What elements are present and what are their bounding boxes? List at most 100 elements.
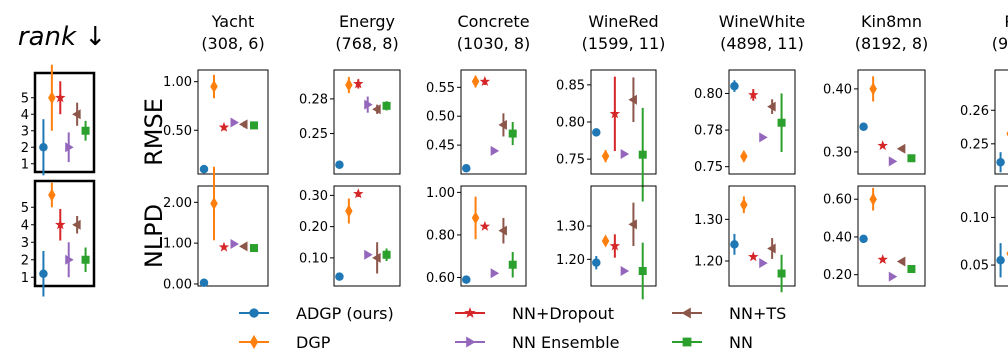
winewhite-rmse-point-4: [767, 101, 776, 112]
energy-nlpd-point-1: [345, 204, 353, 218]
winewhite-rmse-ytick-label: 0.80: [694, 87, 723, 102]
legend-label: NN+TS: [729, 304, 786, 323]
panel-concrete-rmse: 0.45 0.50 0.55: [426, 69, 527, 175]
winewhite-rmse-point-5: [777, 118, 786, 127]
energy-nlpd-point-5: [382, 250, 391, 259]
dataset-size: (8192, 8): [855, 34, 929, 53]
yacht-rmse-ytick-label: 0.50: [163, 124, 192, 139]
legend-label: DGP: [296, 333, 331, 352]
winered-nlpd-ytick-label: 1.20: [556, 253, 585, 268]
power-rmse-frame: [994, 69, 1008, 175]
rank-nlpd-point-0: [39, 269, 48, 278]
winewhite-nlpd-point-0: [730, 240, 739, 249]
winewhite-rmse-frame: [728, 69, 796, 175]
yacht-nlpd-ytick-label: 0.00: [163, 277, 192, 292]
yacht-nlpd-frame: [197, 185, 269, 287]
winered-rmse-point-3: [620, 148, 630, 159]
power-nlpd-ytick-label: 0.05: [960, 259, 989, 274]
legend-item-0: ADGP (ours): [239, 304, 394, 323]
dataset-size: (9568, 4): [992, 34, 1008, 53]
winewhite-nlpd-point-5: [777, 269, 786, 278]
kin8mn-rmse-point-5: [907, 154, 916, 163]
kin8mn-rmse-point-4: [896, 143, 906, 154]
energy-rmse-frame: [333, 69, 401, 175]
power-nlpd-point-0: [996, 256, 1005, 265]
dataset-size: (1030, 8): [457, 34, 531, 53]
rank-panel-rmse: 12 34 5: [21, 64, 96, 176]
rank-nlpd-point-2: [55, 219, 66, 230]
yacht-nlpd-point-1: [210, 197, 218, 211]
power-rmse-ytick-label: 0.26: [960, 104, 989, 119]
rank-nlpd-ytick-label: 1: [21, 271, 29, 286]
legend: ADGP (ours) DGP NN+Dropout NN Ensemble NN+TS…: [239, 304, 786, 352]
kin8mn-nlpd-point-3: [888, 271, 898, 282]
concrete-nlpd-ytick-label: 0.80: [426, 228, 455, 243]
dataset-header-6: Power (9568, 4): [992, 12, 1008, 53]
legend-marker: [249, 334, 259, 350]
dataset-size: (768, 8): [335, 34, 398, 53]
concrete-rmse-point-4: [498, 119, 507, 130]
rank-rmse-ytick-label: 4: [21, 108, 29, 123]
yacht-rmse-point-4: [239, 119, 248, 130]
rank-nlpd-ytick-label: 4: [21, 218, 29, 233]
legend-item-3: NN Ensemble: [455, 333, 619, 352]
row-label-nlpd: NLPD: [140, 204, 168, 268]
winewhite-nlpd-point-3: [759, 258, 768, 269]
yacht-rmse-point-2: [218, 121, 230, 132]
yacht-nlpd-ytick-label: 1.00: [163, 237, 192, 252]
legend-label: NN Ensemble: [512, 333, 619, 352]
dataset-header-5: Kin8mn (8192, 8): [855, 12, 929, 53]
winered-rmse-ytick-label: 0.80: [556, 116, 585, 131]
energy-rmse-point-0: [335, 160, 344, 170]
panel-winered-rmse: 0.75 0.80 0.85: [556, 69, 657, 202]
rank-title: rank ↓: [18, 22, 106, 52]
kin8mn-nlpd-point-1: [869, 192, 877, 206]
dataset-name: Kin8mn: [861, 12, 922, 31]
concrete-rmse-frame: [460, 69, 527, 175]
winered-rmse-point-5: [638, 150, 647, 159]
concrete-rmse-point-1: [471, 75, 480, 89]
kin8mn-nlpd-point-2: [877, 254, 888, 265]
winered-rmse-point-1: [601, 149, 610, 163]
concrete-nlpd-ytick-label: 1.00: [426, 186, 455, 201]
winewhite-rmse-point-0: [730, 81, 739, 91]
winered-nlpd-point-3: [620, 266, 630, 276]
winered-nlpd-ytick-label: 1.30: [556, 220, 585, 235]
winered-rmse-ytick-label: 0.75: [556, 153, 585, 168]
dataset-header-1: Energy (768, 8): [335, 12, 398, 53]
energy-nlpd-point-2: [353, 188, 364, 199]
panel-energy-rmse: 0.25 0.28: [299, 69, 401, 175]
dataset-header-2: Concrete (1030, 8): [457, 12, 531, 53]
rank-rmse-point-5: [81, 126, 90, 135]
yacht-rmse-ytick-label: 1.00: [163, 75, 192, 90]
kin8mn-nlpd-ytick-label: 0.60: [823, 193, 852, 208]
energy-rmse-point-5: [382, 101, 391, 110]
dataset-size: (4898, 11): [720, 34, 804, 53]
dataset-size: (1599, 11): [582, 34, 666, 53]
concrete-rmse-point-5: [508, 129, 517, 138]
legend-label: NN: [729, 333, 753, 352]
power-nlpd-ytick-label: 0.10: [960, 211, 989, 226]
energy-rmse-ytick-label: 0.28: [299, 92, 328, 107]
rank-nlpd-frame: [33, 179, 96, 288]
winered-nlpd-point-2: [609, 240, 621, 251]
energy-nlpd-frame: [333, 185, 401, 287]
legend-item-4: NN+TS: [672, 304, 786, 323]
yacht-nlpd-point-4: [239, 241, 248, 252]
rank-nlpd-ytick-label: 3: [21, 236, 29, 251]
panel-winered-nlpd: 1.20 1.30: [556, 185, 657, 300]
panel-concrete-nlpd: 0.60 0.80 1.00: [426, 185, 527, 287]
kin8mn-rmse-ytick-label: 0.40: [823, 82, 852, 97]
kin8mn-nlpd-frame: [857, 185, 926, 287]
rank-nlpd-point-4: [72, 219, 81, 230]
legend-label: ADGP (ours): [296, 304, 394, 323]
energy-rmse-ytick-label: 0.25: [299, 127, 328, 142]
dataset-header-4: WineWhite (4898, 11): [719, 12, 805, 53]
kin8mn-rmse-point-3: [888, 156, 898, 167]
concrete-rmse-point-3: [490, 145, 500, 156]
legend-marker: [464, 306, 476, 318]
panel-kin8mn-rmse: 0.30 0.40: [823, 69, 926, 175]
winewhite-nlpd-point-2: [748, 251, 759, 262]
yacht-nlpd-point-2: [218, 241, 230, 252]
